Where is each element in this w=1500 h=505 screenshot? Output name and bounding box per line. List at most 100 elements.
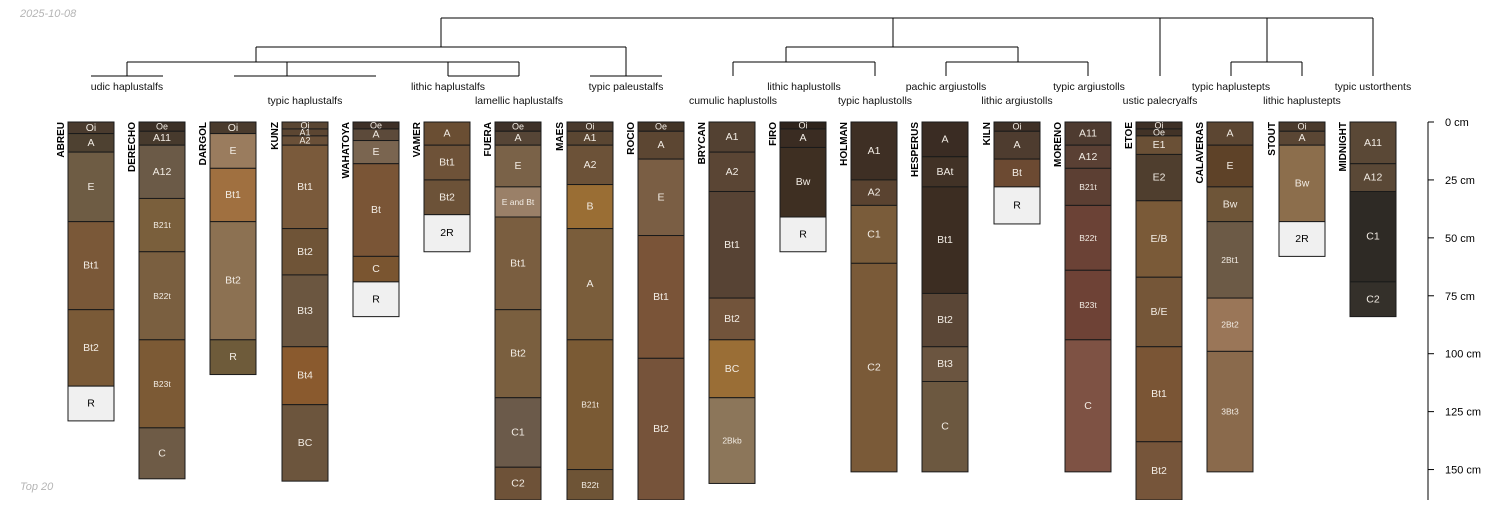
horizon-bc bbox=[708, 339, 756, 399]
depth-tick-label: 100 cm bbox=[1445, 349, 1481, 361]
horizon-label: E1 bbox=[1153, 139, 1166, 151]
horizon-label: R bbox=[87, 398, 95, 410]
horizon-r bbox=[209, 339, 257, 376]
horizon-label: A1 bbox=[868, 145, 881, 157]
profile-stout: STOUT OiA Bw 2R bbox=[1267, 121, 1326, 257]
horizon-c1 bbox=[850, 204, 898, 264]
horizon-a12 bbox=[1349, 163, 1397, 193]
horizon-label: C1 bbox=[511, 426, 525, 438]
horizon-label: Bw bbox=[796, 176, 811, 188]
subgroup-label-lithic-haplustepts: lithic haplustepts bbox=[1263, 95, 1341, 107]
horizon-label: A2 bbox=[868, 187, 881, 199]
horizon-a2 bbox=[566, 144, 614, 186]
profile-moreno: MORENO A11 A12 B21t B22t B23t C bbox=[1053, 121, 1112, 473]
profile-brycan: BRYCAN A1 A2 Bt1 Bt2 BC 2Bkb bbox=[697, 121, 756, 484]
profile-name: MORENO bbox=[1053, 122, 1064, 167]
horizon-bw bbox=[779, 146, 827, 218]
horizon-label: Bt2 bbox=[225, 275, 241, 287]
horizon-label: A bbox=[443, 128, 450, 140]
profile-vamer: VAMER A Bt1 Bt2 2R bbox=[412, 121, 471, 253]
profile-name: WAHATOYA bbox=[341, 122, 352, 179]
horizon-label: C2 bbox=[867, 362, 881, 374]
horizon-c bbox=[138, 427, 186, 480]
profile-name: FUERA bbox=[483, 122, 494, 156]
horizon-label: Bt1 bbox=[724, 239, 740, 251]
profile-name: FIRO bbox=[768, 122, 779, 146]
horizon-label: Oe bbox=[655, 122, 667, 132]
horizon-r bbox=[993, 186, 1041, 225]
horizon-label: Bt2 bbox=[439, 191, 455, 203]
horizon-bt1 bbox=[637, 235, 685, 359]
horizon-label: A11 bbox=[1079, 128, 1097, 140]
depth-tick-label: 25 cm bbox=[1445, 175, 1475, 187]
horizon-label: Oe bbox=[1153, 127, 1165, 137]
horizon-label: B21t bbox=[581, 400, 599, 410]
profile-kiln: KILN Oi A Bt R bbox=[982, 121, 1041, 225]
horizon-bt2 bbox=[708, 297, 756, 341]
subgroup-labels: udic haplustalfs typic haplustalfs lithic … bbox=[91, 81, 1411, 107]
horizon-label: C bbox=[372, 263, 380, 275]
horizon-b22t bbox=[1064, 204, 1112, 271]
horizon-label: E bbox=[372, 146, 379, 158]
horizon-label: A2 bbox=[726, 166, 739, 178]
horizon-e2 bbox=[1135, 153, 1183, 202]
horizon-label: Bt3 bbox=[297, 305, 313, 317]
footer-label: Top 20 bbox=[20, 481, 54, 493]
profile-fuera: FUERA OeA E E and Bt Bt1 Bt2 C1 C2 bbox=[483, 121, 542, 501]
horizon-2r bbox=[423, 214, 471, 253]
profile-name: ABREU bbox=[56, 122, 67, 158]
horizon-label: A bbox=[657, 139, 664, 151]
depth-axis: 0 cm 25 cm 50 cm 75 cm 100 cm 125 cm 150 cm bbox=[1427, 117, 1481, 500]
horizon-b21t bbox=[1064, 167, 1112, 206]
profile-name: DERECHO bbox=[127, 122, 138, 172]
horizon-e bbox=[637, 158, 685, 237]
horizon-b bbox=[566, 184, 614, 230]
horizon-label: A11 bbox=[153, 132, 171, 144]
horizon-label: E and Bt bbox=[502, 197, 535, 207]
subgroup-label-typic-paleustalfs: typic paleustalfs bbox=[589, 81, 664, 93]
subgroup-label-udic-haplustalfs: udic haplustalfs bbox=[91, 81, 163, 93]
horizon-label: A1 bbox=[584, 132, 597, 144]
horizon-label: Bt2 bbox=[653, 423, 669, 435]
horizon-label: A11 bbox=[1364, 137, 1382, 149]
horizon-label: B bbox=[586, 201, 593, 213]
depth-tick-label: 150 cm bbox=[1445, 465, 1481, 477]
horizon-label: Bt1 bbox=[653, 291, 669, 303]
horizon-label: A bbox=[87, 137, 94, 149]
horizon-label: Oi bbox=[799, 120, 808, 130]
subgroup-label-typic-haplustepts: typic haplustepts bbox=[1192, 81, 1270, 93]
horizon-label: 3Bt3 bbox=[1221, 407, 1239, 417]
horizon-label: Oe bbox=[512, 122, 524, 132]
horizon-bt2 bbox=[423, 179, 471, 216]
profile-name: MIDNIGHT bbox=[1338, 122, 1349, 171]
horizon-bt1 bbox=[708, 191, 756, 299]
horizon-label: BAt bbox=[937, 166, 954, 178]
horizon-e bbox=[1206, 144, 1254, 188]
horizon-label: 2Bkb bbox=[722, 436, 742, 446]
horizon-c bbox=[1064, 339, 1112, 473]
horizon-label: 2Bt2 bbox=[1221, 320, 1239, 330]
horizon-label: Bt2 bbox=[83, 342, 99, 354]
profile-midnight: MIDNIGHT A11 A12 C1 C2 bbox=[1338, 121, 1397, 318]
horizon-label: A bbox=[1013, 139, 1020, 151]
subgroup-label-typic-haplustolls: typic haplustolls bbox=[838, 95, 912, 107]
subgroup-label-cumulic-haplustolls: cumulic haplustolls bbox=[689, 95, 777, 107]
dendrogram bbox=[91, 17, 1374, 77]
horizon-label: Bt1 bbox=[225, 189, 241, 201]
profile-abreu: ABREU Oi A E Bt1 Bt2 R bbox=[56, 121, 115, 422]
horizon-bt2 bbox=[921, 292, 969, 348]
subgroup-label-lamellic-haplustalfs: lamellic haplustalfs bbox=[475, 95, 563, 107]
horizon-label: Bw bbox=[1295, 177, 1310, 189]
subgroup-label-lithic-argiustolls: lithic argiustolls bbox=[981, 95, 1052, 107]
horizon-bc bbox=[281, 404, 329, 482]
horizon-2bt2 bbox=[1206, 297, 1254, 352]
profile-name: KILN bbox=[982, 122, 993, 145]
horizon-label: C1 bbox=[867, 228, 881, 240]
horizon-label: A12 bbox=[1079, 151, 1098, 163]
horizon-label: B21t bbox=[1079, 182, 1097, 192]
horizon-label: E/B bbox=[1151, 233, 1168, 245]
horizon-label: E bbox=[514, 160, 521, 172]
